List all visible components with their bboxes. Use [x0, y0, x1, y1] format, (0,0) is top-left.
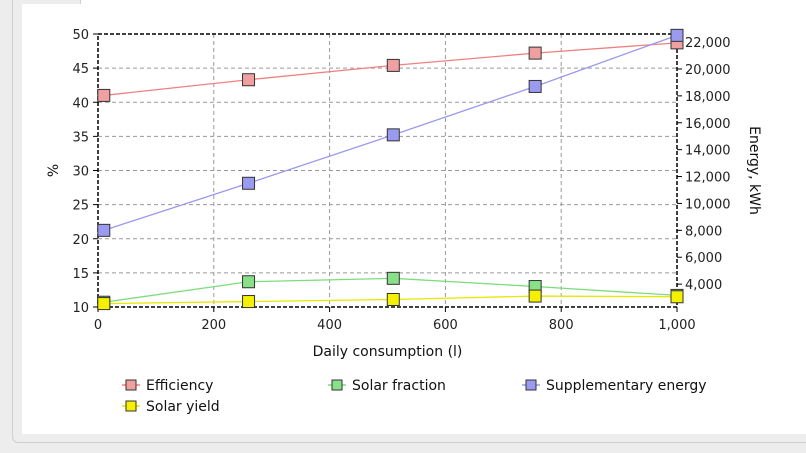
y-tick-label: 35 [72, 130, 89, 145]
y2-tick-label: 6,000 [685, 251, 722, 266]
data-point-solar-fraction [386, 271, 400, 285]
chart-panel [22, 4, 806, 434]
legend-label: Efficiency [146, 378, 213, 394]
y2-tick-label: 18,000 [685, 90, 731, 105]
y-tick-label: 15 [72, 267, 89, 282]
y-tick-label: 10 [72, 301, 89, 316]
data-point-efficiency [242, 73, 256, 87]
y2-axis-ticks: 4,000 6,000 8,000 10,000 12,000 14,000 16,000 1… [677, 36, 731, 293]
x-axis-ticks: 0 200 400 600 800 1,000 [94, 307, 696, 333]
legend: Efficiency Solar fraction Supplementary en… [122, 378, 707, 415]
data-point-efficiency [97, 88, 111, 102]
data-point-supplementary-energy [97, 223, 111, 237]
y2-tick-label: 10,000 [685, 197, 731, 212]
x-tick-label: 1,000 [658, 318, 695, 333]
legend-label: Solar yield [146, 399, 220, 415]
y-tick-label: 45 [72, 62, 89, 77]
series-group [97, 28, 684, 311]
y2-tick-label: 16,000 [685, 117, 731, 132]
y-axis-ticks: 10 15 20 25 30 35 40 45 50 [72, 28, 98, 316]
legend-item-efficiency: Efficiency [122, 378, 213, 394]
data-point-efficiency [528, 46, 542, 60]
series-solar-yield [97, 289, 684, 311]
series-supplementary-energy [97, 28, 684, 237]
y-tick-label: 50 [72, 28, 89, 43]
legend-swatch [125, 379, 137, 391]
grid [98, 34, 677, 307]
data-point-supplementary-energy [242, 176, 256, 190]
y-tick-label: 25 [72, 199, 89, 214]
data-point-supplementary-energy [386, 128, 400, 142]
y-axis-label: % [46, 164, 62, 177]
data-point-solar-yield [528, 289, 542, 303]
y2-tick-label: 4,000 [685, 278, 722, 293]
x-tick-label: 800 [549, 318, 574, 333]
legend-swatch [125, 400, 137, 412]
legend-swatch [525, 379, 537, 391]
data-point-solar-fraction [242, 275, 256, 289]
data-point-solar-yield [670, 290, 684, 304]
x-tick-label: 0 [94, 318, 102, 333]
series-efficiency [97, 36, 684, 102]
x-tick-label: 200 [201, 318, 226, 333]
y-tick-label: 30 [72, 165, 89, 180]
y2-tick-label: 22,000 [685, 36, 731, 51]
x-tick-label: 600 [433, 318, 458, 333]
y2-axis-label: Energy, kWh [746, 126, 762, 215]
data-point-solar-yield [97, 297, 111, 311]
data-point-solar-yield [242, 295, 256, 309]
x-axis-label: Daily consumption (l) [313, 344, 463, 360]
legend-item-supplementary-energy: Supplementary energy [522, 378, 707, 394]
legend-item-solar-yield: Solar yield [122, 399, 220, 415]
data-point-supplementary-energy [670, 28, 684, 42]
y2-tick-label: 20,000 [685, 63, 731, 78]
y2-tick-label: 8,000 [685, 224, 722, 239]
y-tick-label: 40 [72, 96, 89, 111]
y2-tick-label: 12,000 [685, 171, 731, 186]
y2-tick-label: 14,000 [685, 144, 731, 159]
data-point-supplementary-energy [528, 79, 542, 93]
legend-swatch [331, 379, 343, 391]
legend-item-solar-fraction: Solar fraction [328, 378, 446, 394]
y-tick-label: 20 [72, 233, 89, 248]
x-tick-label: 400 [317, 318, 342, 333]
legend-label: Supplementary energy [546, 378, 707, 394]
data-point-efficiency [386, 58, 400, 72]
data-point-solar-yield [386, 292, 400, 306]
legend-label: Solar fraction [352, 378, 446, 394]
